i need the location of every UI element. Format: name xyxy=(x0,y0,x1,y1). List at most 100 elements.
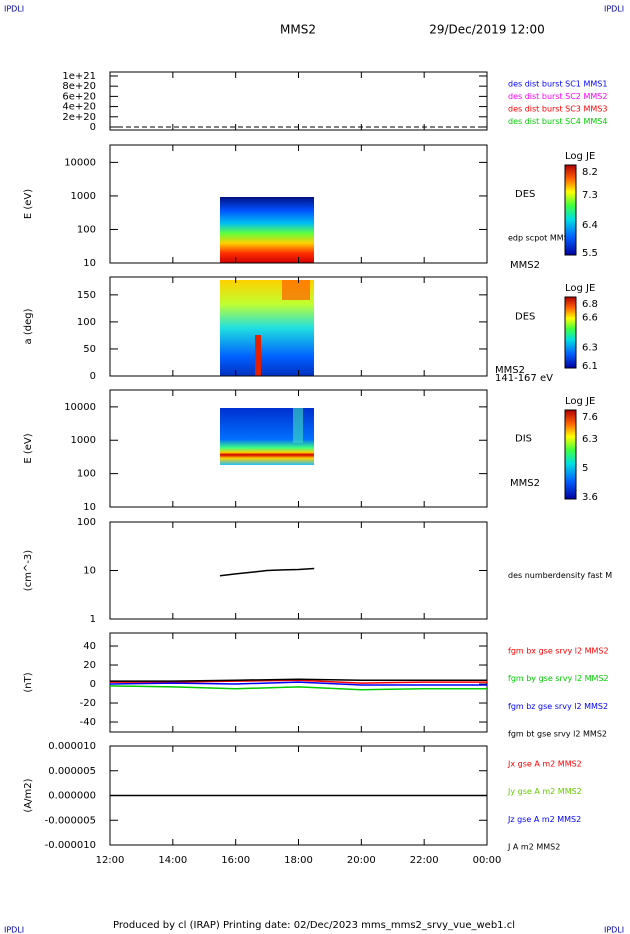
line-series xyxy=(110,678,487,682)
colorbar-tick-label: 6.3 xyxy=(582,343,598,354)
y-axis-label: (cm^-3) xyxy=(23,550,34,591)
panel-label: fgm bx gse srvy l2 MMS2 xyxy=(508,647,609,656)
y-tick-label: 0 xyxy=(90,122,96,133)
footer: Produced by cl (IRAP) Printing date: 02/… xyxy=(113,920,515,931)
colorbar-tick-label: 8.2 xyxy=(582,167,598,178)
spectrogram-feature xyxy=(255,335,261,376)
y-tick-label: 8e+20 xyxy=(62,81,96,92)
panel-label: fgm by gse srvy l2 MMS2 xyxy=(508,674,609,683)
y-tick-label: 50 xyxy=(83,344,96,355)
y-tick-label: -0.000005 xyxy=(45,815,96,826)
x-tick-label: 18:00 xyxy=(284,855,313,866)
spectrogram xyxy=(220,197,314,263)
panel-label: MMS2 xyxy=(495,365,525,376)
colorbar xyxy=(564,164,577,256)
y-tick-label: 1 xyxy=(90,614,96,625)
panel-label: MMS2 xyxy=(510,478,540,489)
y-tick-label: 0.000010 xyxy=(48,741,96,752)
corner-label: IPDLI xyxy=(604,5,624,14)
corner-label: IPDLI xyxy=(604,926,624,934)
panel-label: DES xyxy=(515,312,535,323)
y-tick-label: -0.000010 xyxy=(45,840,96,851)
panel-label: des dist burst SC1 MMS1 xyxy=(508,80,607,89)
colorbar-title: Log JE xyxy=(565,396,595,407)
line-series xyxy=(109,685,487,691)
y-tick-label: 10 xyxy=(83,566,96,577)
x-tick-label: 20:00 xyxy=(347,855,376,866)
panel-label: edp scpot MMS2 xyxy=(508,234,574,243)
y-tick-label: 100 xyxy=(77,517,96,528)
colorbar-tick-label: 7.6 xyxy=(582,412,598,423)
x-tick-label: 16:00 xyxy=(221,855,250,866)
y-tick-label: 40 xyxy=(83,641,96,652)
panel-label: MMS2 xyxy=(510,260,540,271)
y-axis-label: (nT) xyxy=(23,672,34,692)
colorbar-tick-label: 5.5 xyxy=(582,248,598,259)
colorbar-tick-label: 6.1 xyxy=(582,361,598,372)
y-tick-label: 1e+21 xyxy=(62,71,96,82)
y-tick-label: 20 xyxy=(83,660,96,671)
panel-label: des dist burst SC3 MMS3 xyxy=(508,105,607,114)
line-series xyxy=(219,567,315,577)
y-tick-label: -40 xyxy=(80,717,96,728)
colorbar xyxy=(564,296,577,369)
y-tick-label: 10 xyxy=(83,502,96,513)
colorbar-tick-label: 5 xyxy=(582,463,588,474)
y-tick-label: 10 xyxy=(83,258,96,269)
title: MMS2 xyxy=(280,23,316,37)
panel-label: des dist burst SC4 MMS4 xyxy=(508,117,607,126)
panel-label: des dist burst SC2 MMS2 xyxy=(508,92,607,101)
y-tick-label: 0.000000 xyxy=(48,791,96,802)
y-axis-label: E (eV) xyxy=(23,433,34,463)
y-tick-label: 1000 xyxy=(71,435,96,446)
panel-frame xyxy=(109,71,488,131)
colorbar-tick-label: 6.8 xyxy=(582,299,598,310)
y-tick-label: 100 xyxy=(77,469,96,480)
colorbar-title: Log JE xyxy=(565,151,595,162)
colorbar-tick-label: 3.6 xyxy=(582,492,598,503)
y-axis-label: (A/m2) xyxy=(23,778,34,812)
panel-label: fgm bz gse srvy l2 MMS2 xyxy=(508,702,608,711)
y-axis-label: E (eV) xyxy=(23,189,34,219)
y-tick-label: 0.000005 xyxy=(48,766,96,777)
spectrogram-feature xyxy=(293,408,303,443)
date: 29/Dec/2019 12:00 xyxy=(429,23,545,37)
colorbar-tick-label: 6.3 xyxy=(582,434,598,445)
spectrogram-feature xyxy=(282,280,310,300)
y-tick-label: 10000 xyxy=(64,402,96,413)
y-tick-label: -20 xyxy=(80,698,96,709)
x-tick-label: 14:00 xyxy=(158,855,187,866)
panel-label: 141-167 eV xyxy=(495,373,553,384)
x-tick-label: 12:00 xyxy=(96,855,125,866)
colorbar-tick-label: 6.6 xyxy=(582,312,598,323)
y-tick-label: 2e+20 xyxy=(62,112,96,123)
panel-label: Jy gse A m2 MMS2 xyxy=(507,787,582,796)
panel-frame xyxy=(109,521,488,620)
y-tick-label: 100 xyxy=(77,224,96,235)
panel-label: Jx gse A m2 MMS2 xyxy=(507,760,582,769)
y-tick-label: 0 xyxy=(90,371,96,382)
y-tick-label: 10000 xyxy=(64,157,96,168)
y-tick-label: 150 xyxy=(77,290,96,301)
x-tick-label: 00:00 xyxy=(473,855,502,866)
panel-label: des numberdensity fast M xyxy=(508,571,612,580)
line-series xyxy=(110,679,487,684)
colorbar-title: Log JE xyxy=(565,283,595,294)
panel-label: J A m2 MMS2 xyxy=(507,843,560,852)
panel-label: DIS xyxy=(515,434,532,445)
colorbar-tick-label: 6.4 xyxy=(582,220,598,231)
y-tick-label: 4e+20 xyxy=(62,102,96,113)
colorbar-tick-label: 7.3 xyxy=(582,190,598,201)
y-axis-label: a (deg) xyxy=(23,308,34,344)
line-series xyxy=(109,681,487,686)
colorbar xyxy=(564,409,577,500)
x-tick-label: 22:00 xyxy=(410,855,439,866)
y-tick-label: 6e+20 xyxy=(62,91,96,102)
corner-label: IPDLI xyxy=(4,926,24,934)
corner-label: IPDLI xyxy=(4,5,24,14)
y-tick-label: 0 xyxy=(90,679,96,690)
panel-label: Jz gse A m2 MMS2 xyxy=(507,815,581,824)
panel-label: fgm bt gse srvy l2 MMS2 xyxy=(508,730,607,739)
y-tick-label: 100 xyxy=(77,317,96,328)
